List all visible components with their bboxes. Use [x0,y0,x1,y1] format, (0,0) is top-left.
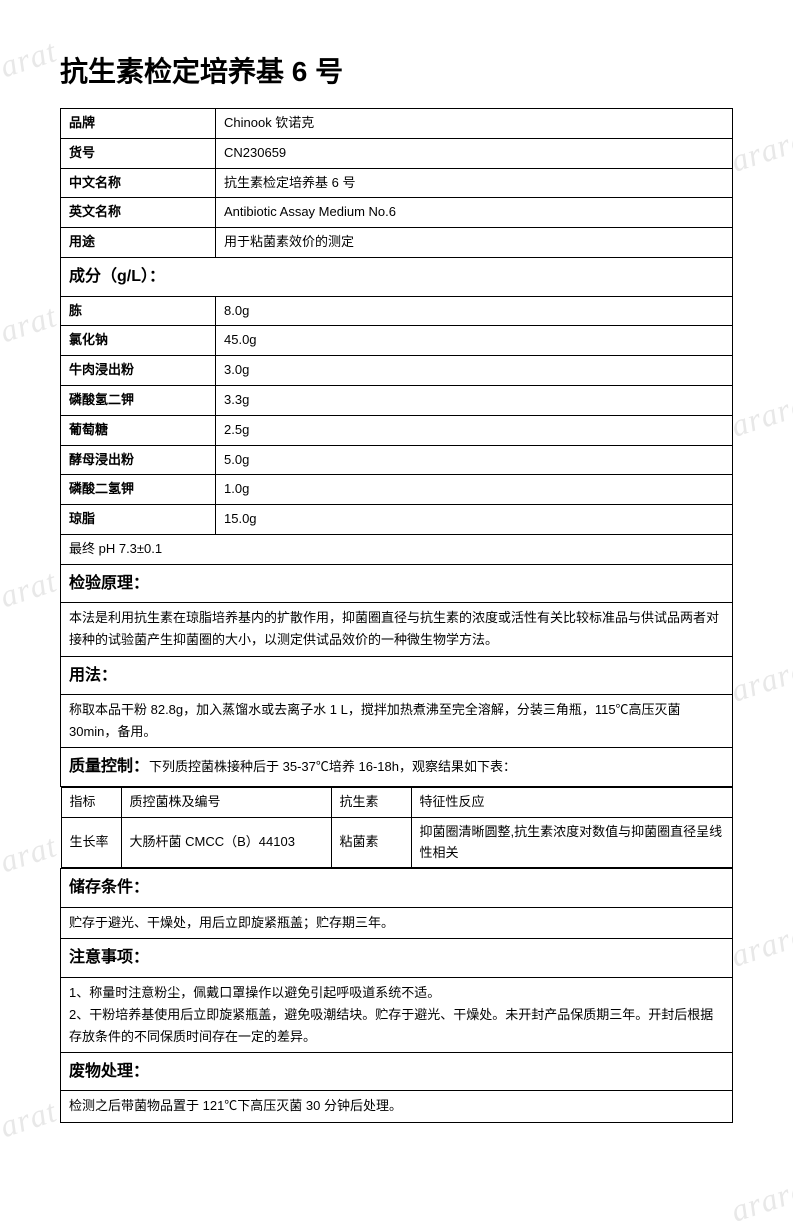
precautions-header: 注意事项： [61,938,733,977]
watermark: ararat [726,912,793,974]
info-label: 用途 [61,228,216,258]
qc-antibiotic: 粘菌素 [331,817,411,868]
composition-label: 磷酸氢二钾 [61,385,216,415]
usage-text: 称取本品干粉 82.8g，加入蒸馏水或去离子水 1 L，搅拌加热煮沸至完全溶解，… [61,695,733,748]
qc-strain: 大肠杆菌 CMCC（B）44103 [121,817,331,868]
qc-table-container: 指标 质控菌株及编号 抗生素 特征性反应 生长率 大肠杆菌 CMCC（B）441… [61,786,733,868]
usage-header: 用法： [61,656,733,695]
watermark: ararat [726,382,793,444]
info-value: 用于粘菌素效价的测定 [216,228,733,258]
info-value: Antibiotic Assay Medium No.6 [216,198,733,228]
composition-header: 成分（g/L）： [61,257,733,296]
qc-header-label: 质量控制： [69,758,149,775]
storage-text: 贮存于避光、干燥处，用后立即旋紧瓶盖；贮存期三年。 [61,907,733,938]
composition-value: 8.0g [216,296,733,326]
qc-col-antibiotic: 抗生素 [331,787,411,817]
qc-col-reaction: 特征性反应 [411,787,732,817]
watermark: ararat [726,117,793,179]
info-value: CN230659 [216,138,733,168]
info-value: Chinook 钦诺克 [216,109,733,139]
composition-value: 5.0g [216,445,733,475]
composition-label: 葡萄糖 [61,415,216,445]
info-label: 英文名称 [61,198,216,228]
info-label: 货号 [61,138,216,168]
composition-value: 2.5g [216,415,733,445]
watermark: ararat [726,647,793,709]
principle-text: 本法是利用抗生素在琼脂培养基内的扩散作用，抑菌圈直径与抗生素的浓度或活性有关比较… [61,603,733,656]
qc-header-note: 下列质控菌株接种后于 35-37℃培养 16-18h，观察结果如下表： [149,759,516,774]
composition-value: 45.0g [216,326,733,356]
info-label: 中文名称 [61,168,216,198]
qc-col-strain: 质控菌株及编号 [121,787,331,817]
info-value: 抗生素检定培养基 6 号 [216,168,733,198]
qc-reaction: 抑菌圈清晰圆整,抗生素浓度对数值与抑菌圈直径呈线性相关 [411,817,732,868]
composition-label: 酵母浸出粉 [61,445,216,475]
watermark: ararat [0,827,61,889]
watermark: ararat [0,32,61,94]
waste-text: 检测之后带菌物品置于 121℃下高压灭菌 30 分钟后处理。 [61,1091,733,1122]
composition-label: 牛肉浸出粉 [61,356,216,386]
qc-indicator: 生长率 [61,817,121,868]
composition-label: 磷酸二氢钾 [61,475,216,505]
principle-header: 检验原理： [61,564,733,603]
composition-label: 琼脂 [61,505,216,535]
composition-value: 1.0g [216,475,733,505]
qc-header: 质量控制：下列质控菌株接种后于 35-37℃培养 16-18h，观察结果如下表： [61,748,733,787]
ph-note: 最终 pH 7.3±0.1 [61,534,733,564]
page-title: 抗生素检定培养基 6 号 [60,50,733,90]
main-table: 品牌Chinook 钦诺克货号CN230659中文名称抗生素检定培养基 6 号英… [60,108,733,1123]
waste-header: 废物处理： [61,1052,733,1091]
watermark: ararat [0,1092,61,1154]
storage-header: 储存条件： [61,869,733,908]
info-label: 品牌 [61,109,216,139]
composition-label: 胨 [61,296,216,326]
composition-value: 3.3g [216,385,733,415]
qc-table: 指标 质控菌株及编号 抗生素 特征性反应 生长率 大肠杆菌 CMCC（B）441… [61,787,733,868]
composition-value: 15.0g [216,505,733,535]
composition-value: 3.0g [216,356,733,386]
qc-col-indicator: 指标 [61,787,121,817]
precautions-text: 1、称量时注意粉尘，佩戴口罩操作以避免引起呼吸道系统不适。2、干粉培养基使用后立… [61,977,733,1052]
watermark: ararat [0,297,61,359]
watermark: ararat [0,562,61,624]
composition-label: 氯化钠 [61,326,216,356]
